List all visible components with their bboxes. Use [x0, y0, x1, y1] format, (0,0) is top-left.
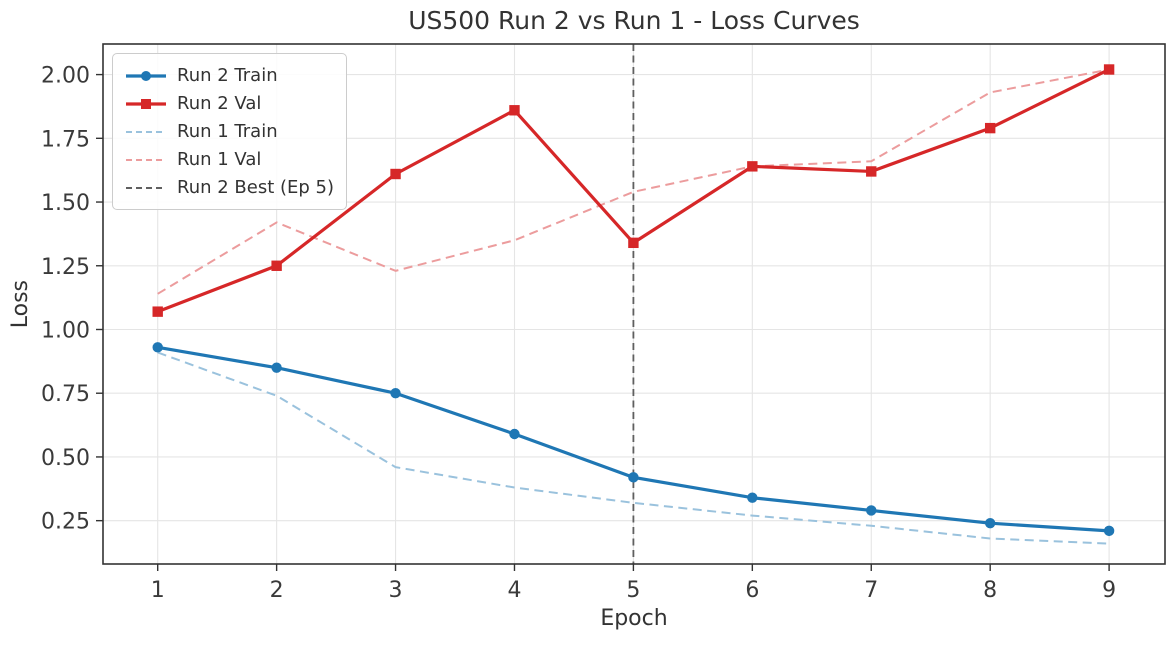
run-2-val-point-marker: [390, 168, 401, 180]
run-2-train-point-marker: [390, 388, 401, 399]
x-tick-label: 6: [745, 578, 759, 603]
run-2-best-ep-5-legend-line-icon: [126, 186, 166, 189]
x-tick-label: 1: [151, 578, 165, 603]
run-2-train-point-marker: [628, 472, 639, 483]
y-tick-label: 1.00: [41, 318, 90, 343]
run-2-val-point-marker: [747, 161, 758, 172]
chart-title: US500 Run 2 vs Run 1 - Loss Curves: [408, 6, 860, 35]
run-2-val-point-marker: [509, 105, 520, 116]
run-2-val-point-marker: [866, 166, 877, 177]
run-2-val-point-marker: [152, 306, 163, 317]
run-2-train-point-marker: [984, 518, 996, 529]
run-2-train-point-marker: [152, 342, 163, 353]
run-1-val-legend-line-icon: [126, 158, 166, 161]
legend-label: Run 1 Train: [177, 121, 278, 142]
legend-entry-run-1-val: Run 1 Val: [124, 147, 334, 172]
legend-label: Run 2 Train: [177, 65, 278, 86]
legend-label: Run 2 Val: [177, 93, 262, 114]
x-tick-label: 7: [864, 578, 878, 603]
run-2-val-series: [152, 64, 1115, 317]
y-tick-label: 1.75: [41, 127, 90, 152]
run-2-train-point-marker: [866, 505, 877, 516]
y-tick-label: 2.00: [41, 64, 90, 89]
run-1-val-series: [157, 68, 1110, 295]
run-2-val-point-marker: [1103, 64, 1115, 75]
y-axis-label-wrap: Loss: [8, 44, 33, 564]
run-2-train-series: [152, 342, 1115, 537]
y-tick-label: 0.75: [41, 382, 90, 407]
run-2-train-point-marker: [509, 428, 520, 440]
run-2-train-point-marker: [271, 362, 282, 373]
x-axis-label: Epoch: [600, 606, 668, 631]
legend-entry-run-1-train: Run 1 Train: [124, 119, 334, 144]
y-tick-label: 1.25: [41, 255, 90, 280]
run-1-train-legend-line-icon: [126, 130, 166, 133]
y-axis-label: Loss: [8, 279, 33, 329]
x-tick-label: 8: [983, 578, 997, 603]
legend-label: Run 1 Val: [177, 149, 262, 170]
run-2-val-point-marker: [628, 237, 639, 249]
square-marker-icon: [141, 98, 151, 109]
x-tick-label: 9: [1102, 578, 1116, 603]
run-1-val-line: [157, 68, 1110, 295]
axis-ticks: [96, 73, 1110, 571]
x-tick-label: 5: [626, 578, 640, 603]
legend-entry-run-2-train: Run 2 Train: [124, 63, 334, 88]
run-2-val-point-marker: [984, 122, 996, 134]
run-2-train-point-marker: [747, 492, 758, 503]
y-tick-label: 0.25: [41, 510, 90, 535]
run-2-train-legend-line-icon: [126, 70, 166, 81]
circle-marker-icon: [141, 70, 151, 81]
legend-entry-run-2-best-ep-5: Run 2 Best (Ep 5): [124, 175, 334, 200]
run-2-val-point-marker: [271, 260, 282, 271]
x-tick-label: 3: [389, 578, 403, 603]
y-tick-label: 1.50: [41, 191, 90, 216]
legend: Run 2 Train Run 2 Val Run 1 Train Run 1 Val…: [112, 53, 348, 210]
legend-label: Run 2 Best (Ep 5): [177, 177, 335, 198]
run-2-val-legend-line-icon: [126, 98, 166, 109]
x-tick-label: 4: [507, 578, 521, 603]
x-tick-label: 2: [270, 578, 284, 603]
legend-entry-run-2-val: Run 2 Val: [124, 91, 334, 116]
run-2-train-point-marker: [1103, 525, 1115, 537]
y-tick-label: 0.50: [41, 446, 90, 471]
